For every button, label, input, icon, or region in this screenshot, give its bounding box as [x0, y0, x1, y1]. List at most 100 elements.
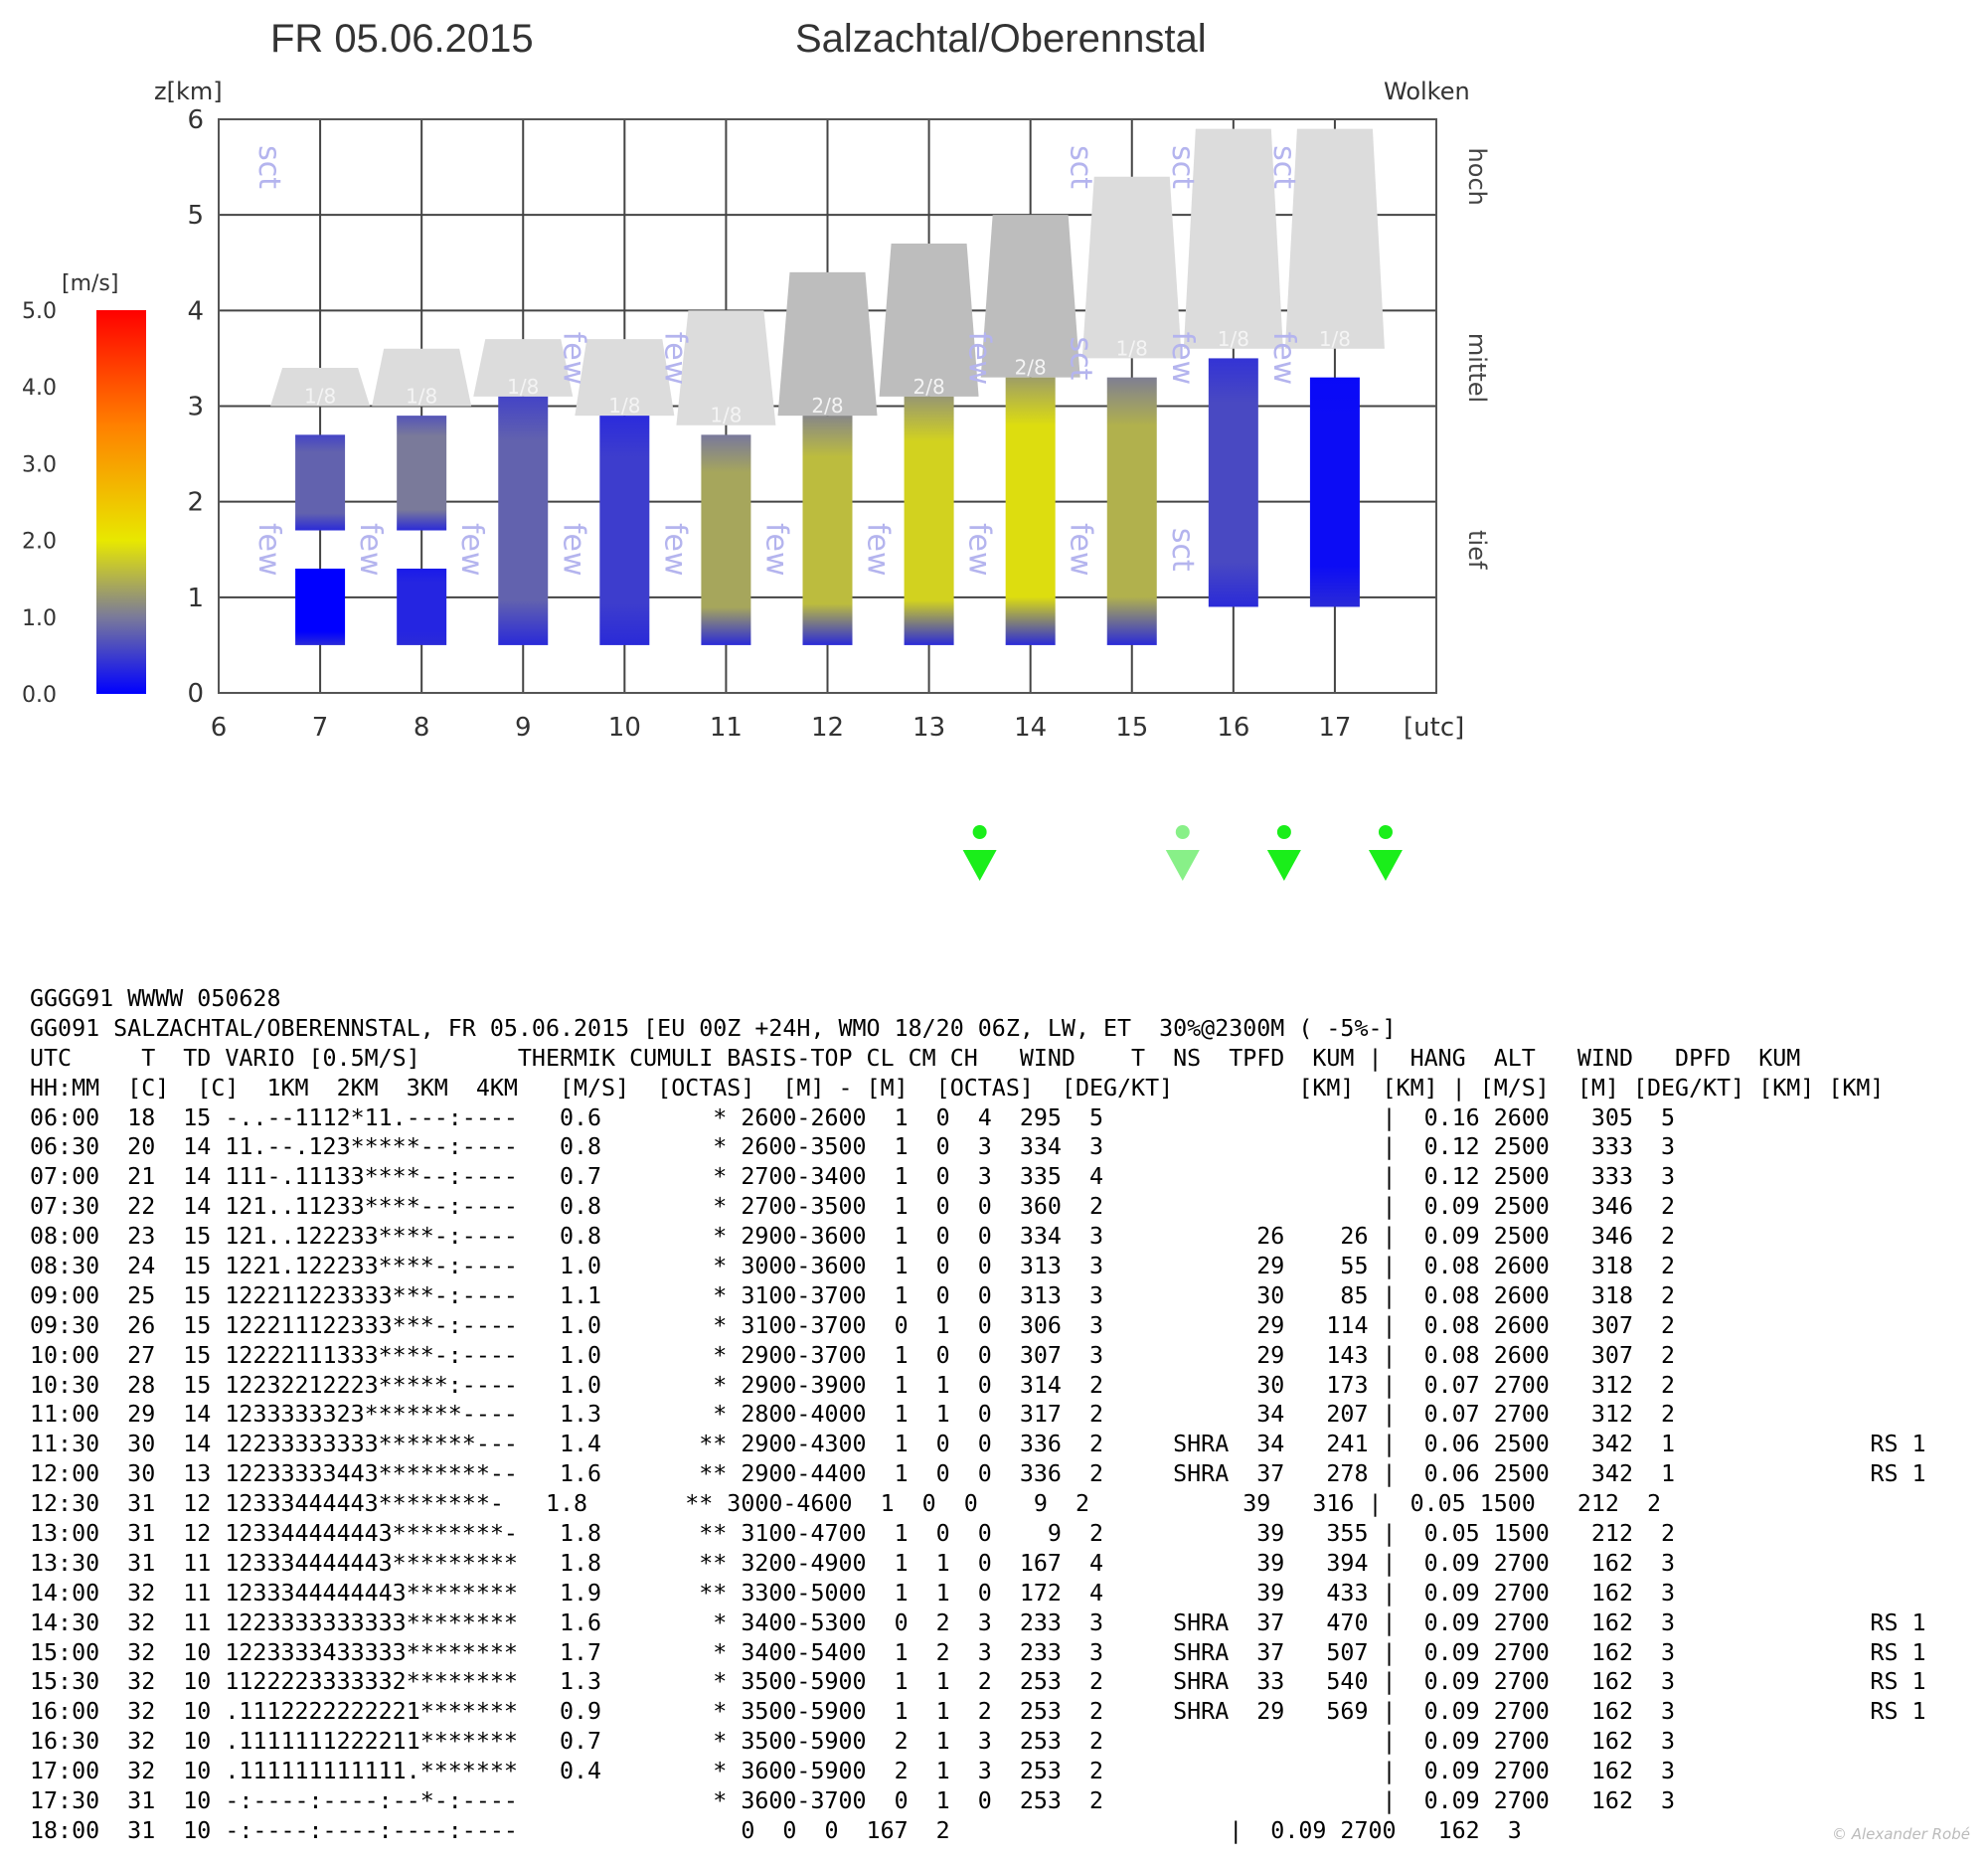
- table-row: GGGG91 WWWW 050628: [30, 985, 281, 1012]
- shower-dot: [1175, 825, 1190, 839]
- thermal-column: [295, 568, 346, 645]
- table-row: 14:30 32 11 1223333333333******** 1.6 * …: [30, 1608, 1926, 1636]
- y-axis-label: z[km]: [154, 78, 223, 105]
- thermal-column: [1208, 358, 1258, 607]
- table-row: 06:30 20 14 11.--.123*****--:---- 0.8 * …: [30, 1133, 1676, 1161]
- cloud-cover-label: few: [657, 332, 692, 386]
- octas-label: 2/8: [912, 375, 944, 399]
- cloud-level-label: hoch: [1463, 148, 1491, 206]
- table-row: 07:00 21 14 111-.11133****--:---- 0.7 * …: [30, 1163, 1676, 1191]
- x-tick-label: 10: [608, 713, 641, 743]
- shower-symbols: [962, 825, 1403, 881]
- x-tick-label: 11: [710, 713, 743, 743]
- cloud-level-label: mittel: [1463, 333, 1491, 403]
- y-tick-label: 5: [187, 201, 204, 231]
- octas-label: 1/8: [608, 394, 640, 418]
- plot-frame: [218, 118, 1437, 694]
- octas-label: 1/8: [304, 385, 336, 409]
- cloud-cover-label: few: [251, 523, 286, 577]
- table-row: 17:00 32 10 .111111111111.******* 0.4 * …: [30, 1758, 1676, 1785]
- cumulus-cloud: [676, 310, 776, 425]
- thermal-column: [397, 416, 447, 531]
- cloud-cover-label: few: [556, 332, 590, 386]
- thermal-column: [599, 416, 650, 645]
- table-row: 15:00 32 10 1223333433333******** 1.7 * …: [30, 1638, 1926, 1666]
- table-row: 17:30 31 10 -:----:----:--*-:---- * 3600…: [30, 1787, 1676, 1815]
- colorbar-tick: 5.0: [22, 299, 57, 324]
- table-row: 10:30 28 15 12232212223*****:---- 1.0 * …: [30, 1371, 1676, 1399]
- colorbar-tick: 3.0: [22, 452, 57, 477]
- x-axis-label: [utc]: [1404, 713, 1464, 743]
- thermal-column: [1106, 377, 1157, 645]
- shower-triangle-icon: [1368, 850, 1403, 881]
- table-row: 08:00 23 15 121..122233****-:---- 0.8 * …: [30, 1223, 1676, 1251]
- octas-label: 1/8: [1116, 336, 1148, 360]
- cloud-level-labels: hoch mittel tief: [1463, 148, 1491, 570]
- y-tick-label: 2: [187, 488, 204, 518]
- cloud-label: Wolken: [1384, 78, 1470, 105]
- table-row: 06:00 18 15 -..--1112*11.---:---- 0.6 * …: [30, 1103, 1676, 1131]
- cumulus-clouds: [270, 128, 1385, 425]
- cloud-cover-label: few: [962, 332, 997, 386]
- octas-label: 1/8: [406, 385, 437, 409]
- table-row: 10:00 27 15 12222111333****-:---- 1.0 * …: [30, 1341, 1676, 1369]
- colorbar-tick: 4.0: [22, 376, 57, 401]
- table-row: UTC T TD VARIO [0.5M/S] THERMIK CUMULI B…: [30, 1044, 1801, 1072]
- cloud-cover-label: few: [353, 523, 388, 577]
- table-row: 13:30 31 11 123334444443********* 1.8 **…: [30, 1549, 1676, 1577]
- y-tick-label: 6: [187, 105, 204, 135]
- octas-label: 1/8: [1218, 327, 1249, 351]
- octas-label: 1/8: [710, 404, 742, 427]
- y-tick-labels: 0 1 2 3 4 5 6: [187, 105, 204, 709]
- cumulus-cloud: [777, 271, 878, 417]
- cloud-level-label: tief: [1463, 530, 1491, 570]
- region-title: Salzachtal/Oberennstal: [795, 17, 1207, 61]
- cloud-cover-label: few: [657, 523, 692, 577]
- octas-label: 2/8: [811, 394, 843, 418]
- cloud-cover-label: sct: [1165, 145, 1200, 189]
- x-tick-label: 13: [912, 713, 945, 743]
- cloud-cover-label: few: [1064, 523, 1098, 577]
- colorbar-gradient: [96, 310, 146, 694]
- colorbar-tick: 0.0: [22, 683, 57, 708]
- cloud-cover-label: sct: [1266, 145, 1301, 189]
- shower-triangle-icon: [962, 850, 997, 881]
- thermal-column: [295, 434, 346, 531]
- forecast-table: GGGG91 WWWW 050628 GG091 SALZACHTAL/OBERE…: [30, 984, 1926, 1846]
- cloud-cover-labels: sct few few few few few few few few few sct few few f…: [251, 145, 1301, 576]
- shower-triangle-icon: [1165, 850, 1200, 881]
- y-tick-label: 1: [187, 584, 204, 613]
- octas-label: 1/8: [507, 375, 539, 399]
- cloud-cover-label: sct: [1064, 145, 1098, 189]
- x-tick-label: 9: [515, 713, 532, 743]
- shower-triangle-icon: [1266, 850, 1301, 881]
- cloud-cover-label: sct: [1165, 528, 1200, 572]
- shower-dot: [972, 825, 987, 839]
- thermal-column: [397, 568, 447, 645]
- x-tick-label: 17: [1318, 713, 1351, 743]
- y-tick-label: 0: [187, 679, 204, 709]
- x-tick-label: 12: [811, 713, 844, 743]
- colorbar: [m/s] 0.0 1.0 2.0 3.0 4.0 5.0: [22, 271, 146, 708]
- table-row: HH:MM [C] [C] 1KM 2KM 3KM 4KM [M/S] [OCT…: [30, 1074, 1885, 1101]
- colorbar-unit: [m/s]: [62, 271, 118, 296]
- table-row: GG091 SALZACHTAL/OBERENNSTAL, FR 05.06.2…: [30, 1014, 1397, 1042]
- cumulus-cloud: [1183, 128, 1283, 349]
- cloud-cover-label: few: [758, 523, 793, 577]
- table-row: 12:00 30 13 12233333443********-- 1.6 **…: [30, 1460, 1926, 1488]
- cumulus-cloud: [473, 339, 574, 397]
- thermal-column: [701, 434, 751, 645]
- cloud-cover-label: few: [454, 523, 489, 577]
- thermal-column: [802, 416, 853, 645]
- thermal-chart: FR 05.06.2015 Salzachtal/Oberennstal z[k…: [22, 17, 1491, 743]
- thermal-column: [1005, 377, 1056, 645]
- thermal-column: [904, 396, 954, 645]
- table-row: 13:00 31 12 123344444443********- 1.8 **…: [30, 1520, 1676, 1548]
- table-row: 15:30 32 10 1122223333332******** 1.3 * …: [30, 1668, 1926, 1696]
- shower-dot: [1276, 825, 1291, 839]
- table-row: 09:30 26 15 122211122333***-:---- 1.0 * …: [30, 1311, 1676, 1339]
- cumulus-cloud: [1284, 128, 1385, 349]
- cloud-cover-label: few: [1266, 332, 1301, 386]
- shower-dot: [1378, 825, 1393, 839]
- x-tick-label: 7: [312, 713, 329, 743]
